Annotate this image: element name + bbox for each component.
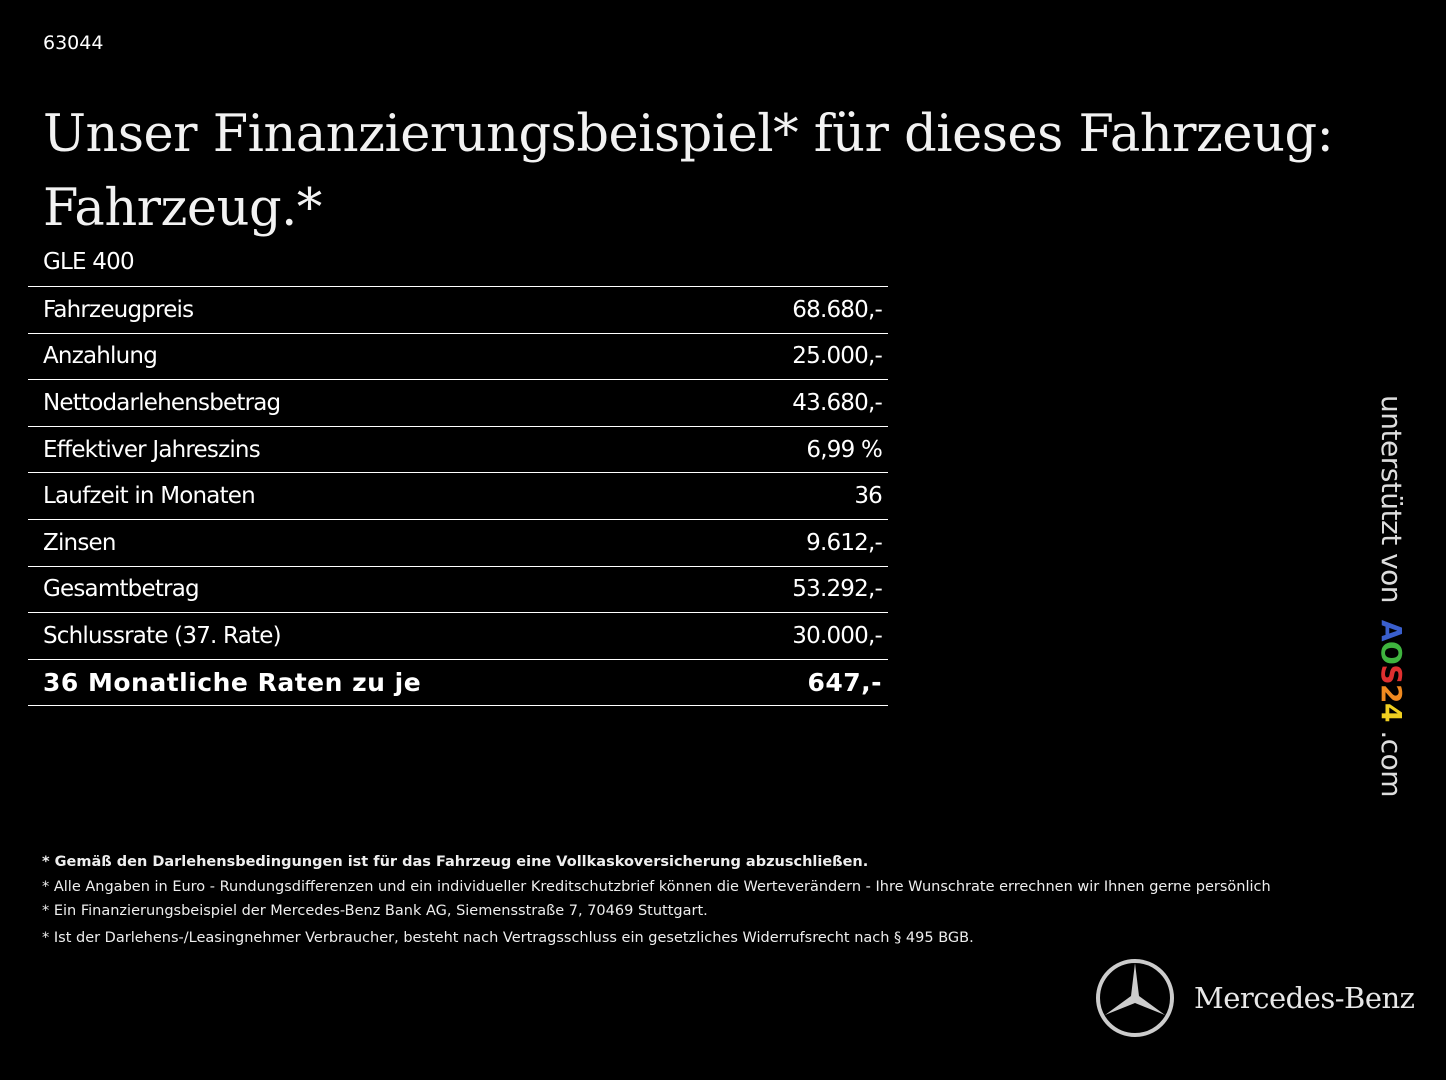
table-row: Anzahlung 25.000,- <box>28 332 888 380</box>
table-row: Zinsen 9.612,- <box>28 518 888 566</box>
supported-suffix: .com <box>1375 730 1408 798</box>
row-label: Fahrzeugpreis <box>43 296 194 323</box>
aos24-logo: AOS24 <box>1375 620 1408 722</box>
row-value: 25.000,- <box>792 343 883 370</box>
title-line-1: Unser Finanzierungsbeispiel* für dieses … <box>43 105 1334 164</box>
footnote: * Gemäß den Darlehensbedingungen ist für… <box>42 854 869 870</box>
row-value: 43.680,- <box>792 389 883 416</box>
row-value: 36 <box>854 483 882 510</box>
table-row: Fahrzeugpreis 68.680,- <box>28 286 888 333</box>
row-label: Zinsen <box>43 529 116 556</box>
table-row: Nettodarlehensbetrag 43.680,- <box>28 379 888 426</box>
brand-name: Mercedes-Benz <box>1194 981 1415 1015</box>
vehicle-code: 63044 <box>43 32 104 54</box>
row-label: Laufzeit in Monaten <box>43 483 256 510</box>
model-name: GLE 400 <box>43 249 135 275</box>
logo-letter: 2 <box>1375 684 1408 703</box>
logo-letter: S <box>1375 664 1408 684</box>
row-label: Anzahlung <box>43 343 158 370</box>
mercedes-benz-logo: Mercedes-Benz <box>1094 957 1415 1039</box>
footnote: * Alle Angaben in Euro - Rundungsdiffere… <box>42 878 1271 895</box>
row-value: 30.000,- <box>792 622 883 649</box>
footnotes: * Gemäß den Darlehensbedingungen ist für… <box>42 850 1271 950</box>
row-value: 6,99 % <box>806 436 882 463</box>
total-label: 36 Monatliche Raten zu je <box>43 668 422 698</box>
title-line-2: Fahrzeug.* <box>43 179 322 238</box>
logo-letter: A <box>1375 619 1408 642</box>
logo-letter: O <box>1375 641 1408 665</box>
finance-table: Fahrzeugpreis 68.680,- Anzahlung 25.000,- … <box>28 286 888 707</box>
row-label: Schlussrate (37. Rate) <box>43 622 282 649</box>
logo-letter: 4 <box>1375 702 1408 722</box>
supported-prefix: unterstützt von <box>1375 395 1408 604</box>
footnote: * Ein Finanzierungsbeispiel der Mercedes… <box>42 903 708 919</box>
total-row: 36 Monatliche Raten zu je 647,- <box>28 658 888 707</box>
footnote: * Ist der Darlehens-/Leasingnehmer Verbr… <box>42 929 974 946</box>
row-value: 53.292,- <box>792 576 883 603</box>
row-value: 68.680,- <box>792 296 883 323</box>
row-label: Effektiver Jahreszins <box>43 436 261 463</box>
row-label: Nettodarlehensbetrag <box>43 389 281 416</box>
table-row: Effektiver Jahreszins 6,99 % <box>28 425 888 473</box>
page-title: Unser Finanzierungsbeispiel* für dieses … <box>43 98 1393 246</box>
mercedes-star-icon <box>1096 959 1174 1037</box>
table-row: Gesamtbetrag 53.292,- <box>28 565 888 613</box>
row-label: Gesamtbetrag <box>43 576 200 603</box>
total-value: 647,- <box>807 668 882 698</box>
row-value: 9.612,- <box>806 529 883 556</box>
table-row: Schlussrate (37. Rate) 30.000,- <box>28 612 888 659</box>
table-row: Laufzeit in Monaten 36 <box>28 472 888 519</box>
supported-by-aos24: unterstützt von AOS24 .com <box>1375 395 1408 797</box>
